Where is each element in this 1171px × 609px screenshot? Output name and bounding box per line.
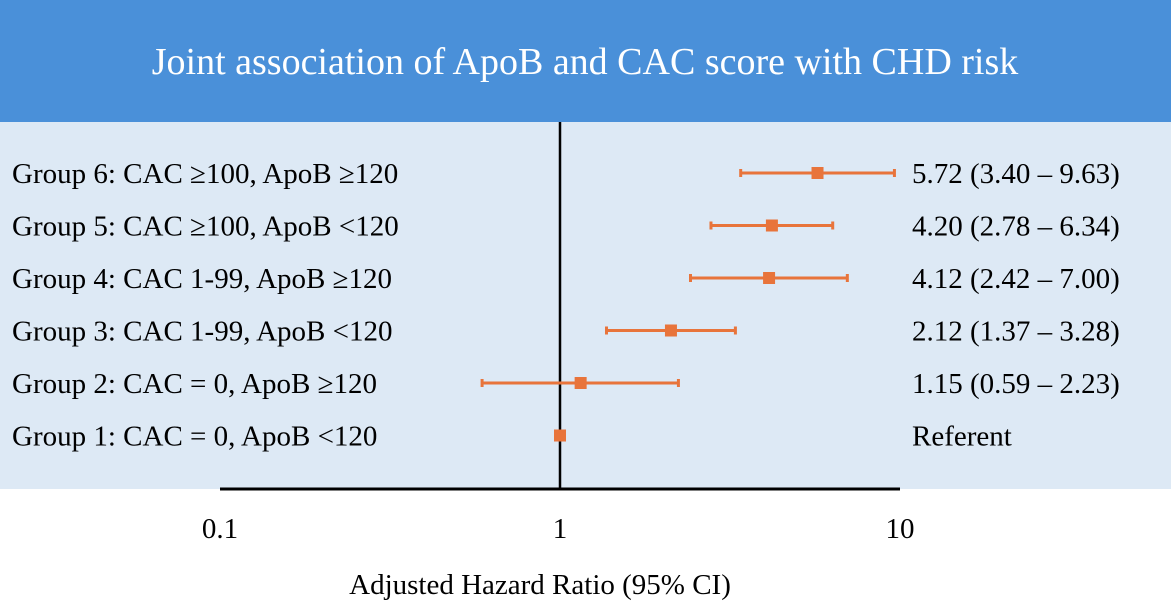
point-estimate-marker (664, 324, 677, 337)
forest-row: Group 1: CAC = 0, ApoB <120 Referent (12, 421, 1012, 453)
x-tick-label: 1 (553, 513, 568, 545)
estimate-label: 4.12 (2.42 – 7.00) (912, 263, 1120, 295)
x-tick-label: 0.1 (202, 513, 238, 545)
forest-row: Group 3: CAC 1-99, ApoB <120 2.12 (1.37 –… (12, 316, 1120, 348)
point-estimate-marker (554, 429, 566, 442)
data-rows: Group 6: CAC ≥100, ApoB ≥120 5.72 (3.40 –… (12, 158, 1120, 453)
row-label: Group 3: CAC 1-99, ApoB <120 (12, 316, 392, 348)
plot-panel (0, 122, 1171, 489)
row-label: Group 4: CAC 1-99, ApoB ≥120 (12, 263, 392, 295)
x-axis: 0.1 1 10 (202, 122, 915, 545)
estimate-label: 4.20 (2.78 – 6.34) (912, 211, 1120, 243)
estimate-label: 5.72 (3.40 – 9.63) (912, 158, 1120, 190)
point-estimate-marker (574, 377, 587, 389)
x-tick-label: 10 (886, 513, 915, 545)
forest-row: Group 2: CAC = 0, ApoB ≥120 1.15 (0.59 – … (12, 368, 1120, 400)
estimate-label: 1.15 (0.59 – 2.23) (912, 368, 1120, 400)
point-estimate-marker (811, 167, 824, 179)
row-label: Group 1: CAC = 0, ApoB <120 (12, 421, 377, 453)
row-label: Group 5: CAC ≥100, ApoB <120 (12, 211, 399, 243)
estimate-label: Referent (912, 421, 1012, 453)
row-label: Group 2: CAC = 0, ApoB ≥120 (12, 368, 377, 400)
forest-row: Group 6: CAC ≥100, ApoB ≥120 5.72 (3.40 –… (12, 158, 1120, 190)
forest-row: Group 5: CAC ≥100, ApoB <120 4.20 (2.78 –… (12, 211, 1120, 243)
estimate-label: 2.12 (1.37 – 3.28) (912, 316, 1120, 348)
chart-title: Joint association of ApoB and CAC score … (152, 41, 1019, 83)
forest-row: Group 4: CAC 1-99, ApoB ≥120 4.12 (2.42 –… (12, 263, 1120, 295)
point-estimate-marker (763, 272, 776, 284)
x-axis-title: Adjusted Hazard Ratio (95% CI) (349, 569, 731, 601)
header-banner (0, 0, 1171, 122)
point-estimate-marker (765, 219, 778, 232)
row-label: Group 6: CAC ≥100, ApoB ≥120 (12, 158, 398, 190)
